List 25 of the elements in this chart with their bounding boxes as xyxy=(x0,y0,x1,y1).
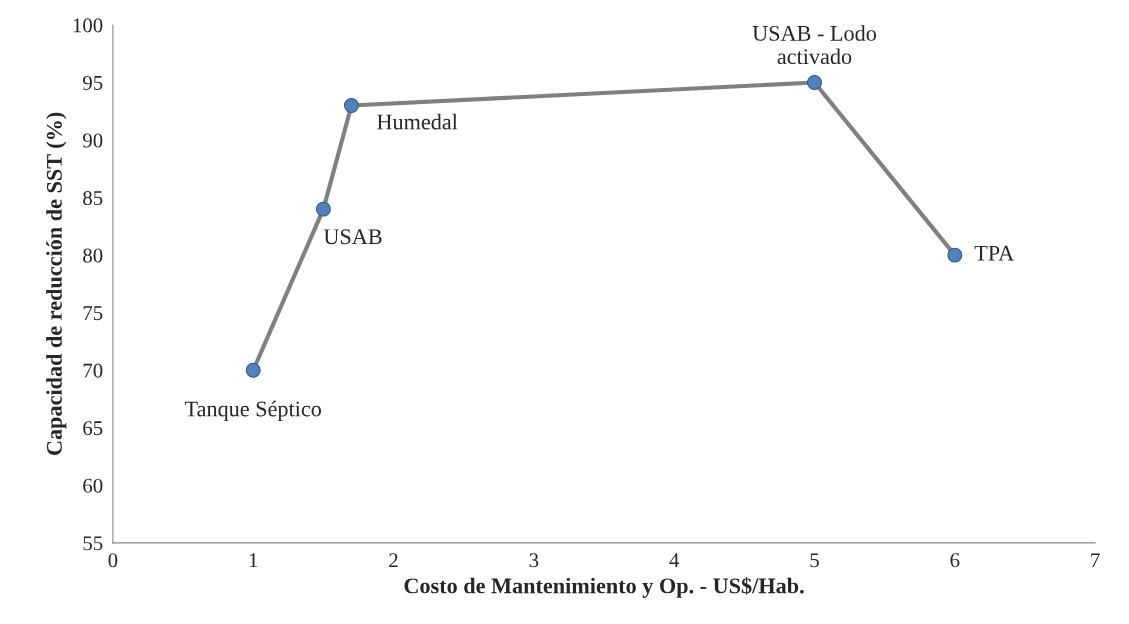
annotation: USAB xyxy=(323,229,382,245)
x-tick-label: 4 xyxy=(669,553,680,568)
y-axis-title: Capacidad de reducción de SST (%) xyxy=(46,112,67,455)
x-tick-label: 2 xyxy=(389,553,398,568)
y-tick-label: 60 xyxy=(83,478,103,493)
x-tick-label: 6 xyxy=(950,553,960,568)
x-tick-label: 5 xyxy=(810,553,819,568)
y-tick-label: 80 xyxy=(83,248,103,263)
annotation: Humedal xyxy=(377,113,458,130)
annotation: Tanque Séptico xyxy=(184,400,322,421)
x-tick-label: 7 xyxy=(1091,553,1100,568)
y-tick-label: 90 xyxy=(83,133,103,148)
y-tick-label: 70 xyxy=(83,363,103,378)
y-tick-label: 65 xyxy=(83,421,103,436)
annotation: TPA xyxy=(974,245,1015,261)
x-tick-label: 3 xyxy=(529,553,539,568)
annotation: USAB - Lodo activado xyxy=(752,25,876,65)
x-tick-label: 1 xyxy=(249,553,258,568)
x-axis-title: Costo de Mantenimiento y Op. - US$/Hab. xyxy=(404,577,804,598)
y-tick-label: 55 xyxy=(83,536,103,551)
y-tick-label: 85 xyxy=(83,190,103,206)
y-tick-label: 100 xyxy=(73,18,103,33)
y-tick-label: 95 xyxy=(83,75,103,90)
y-tick-label: 75 xyxy=(83,306,103,321)
x-tick-label: 0 xyxy=(108,553,118,568)
